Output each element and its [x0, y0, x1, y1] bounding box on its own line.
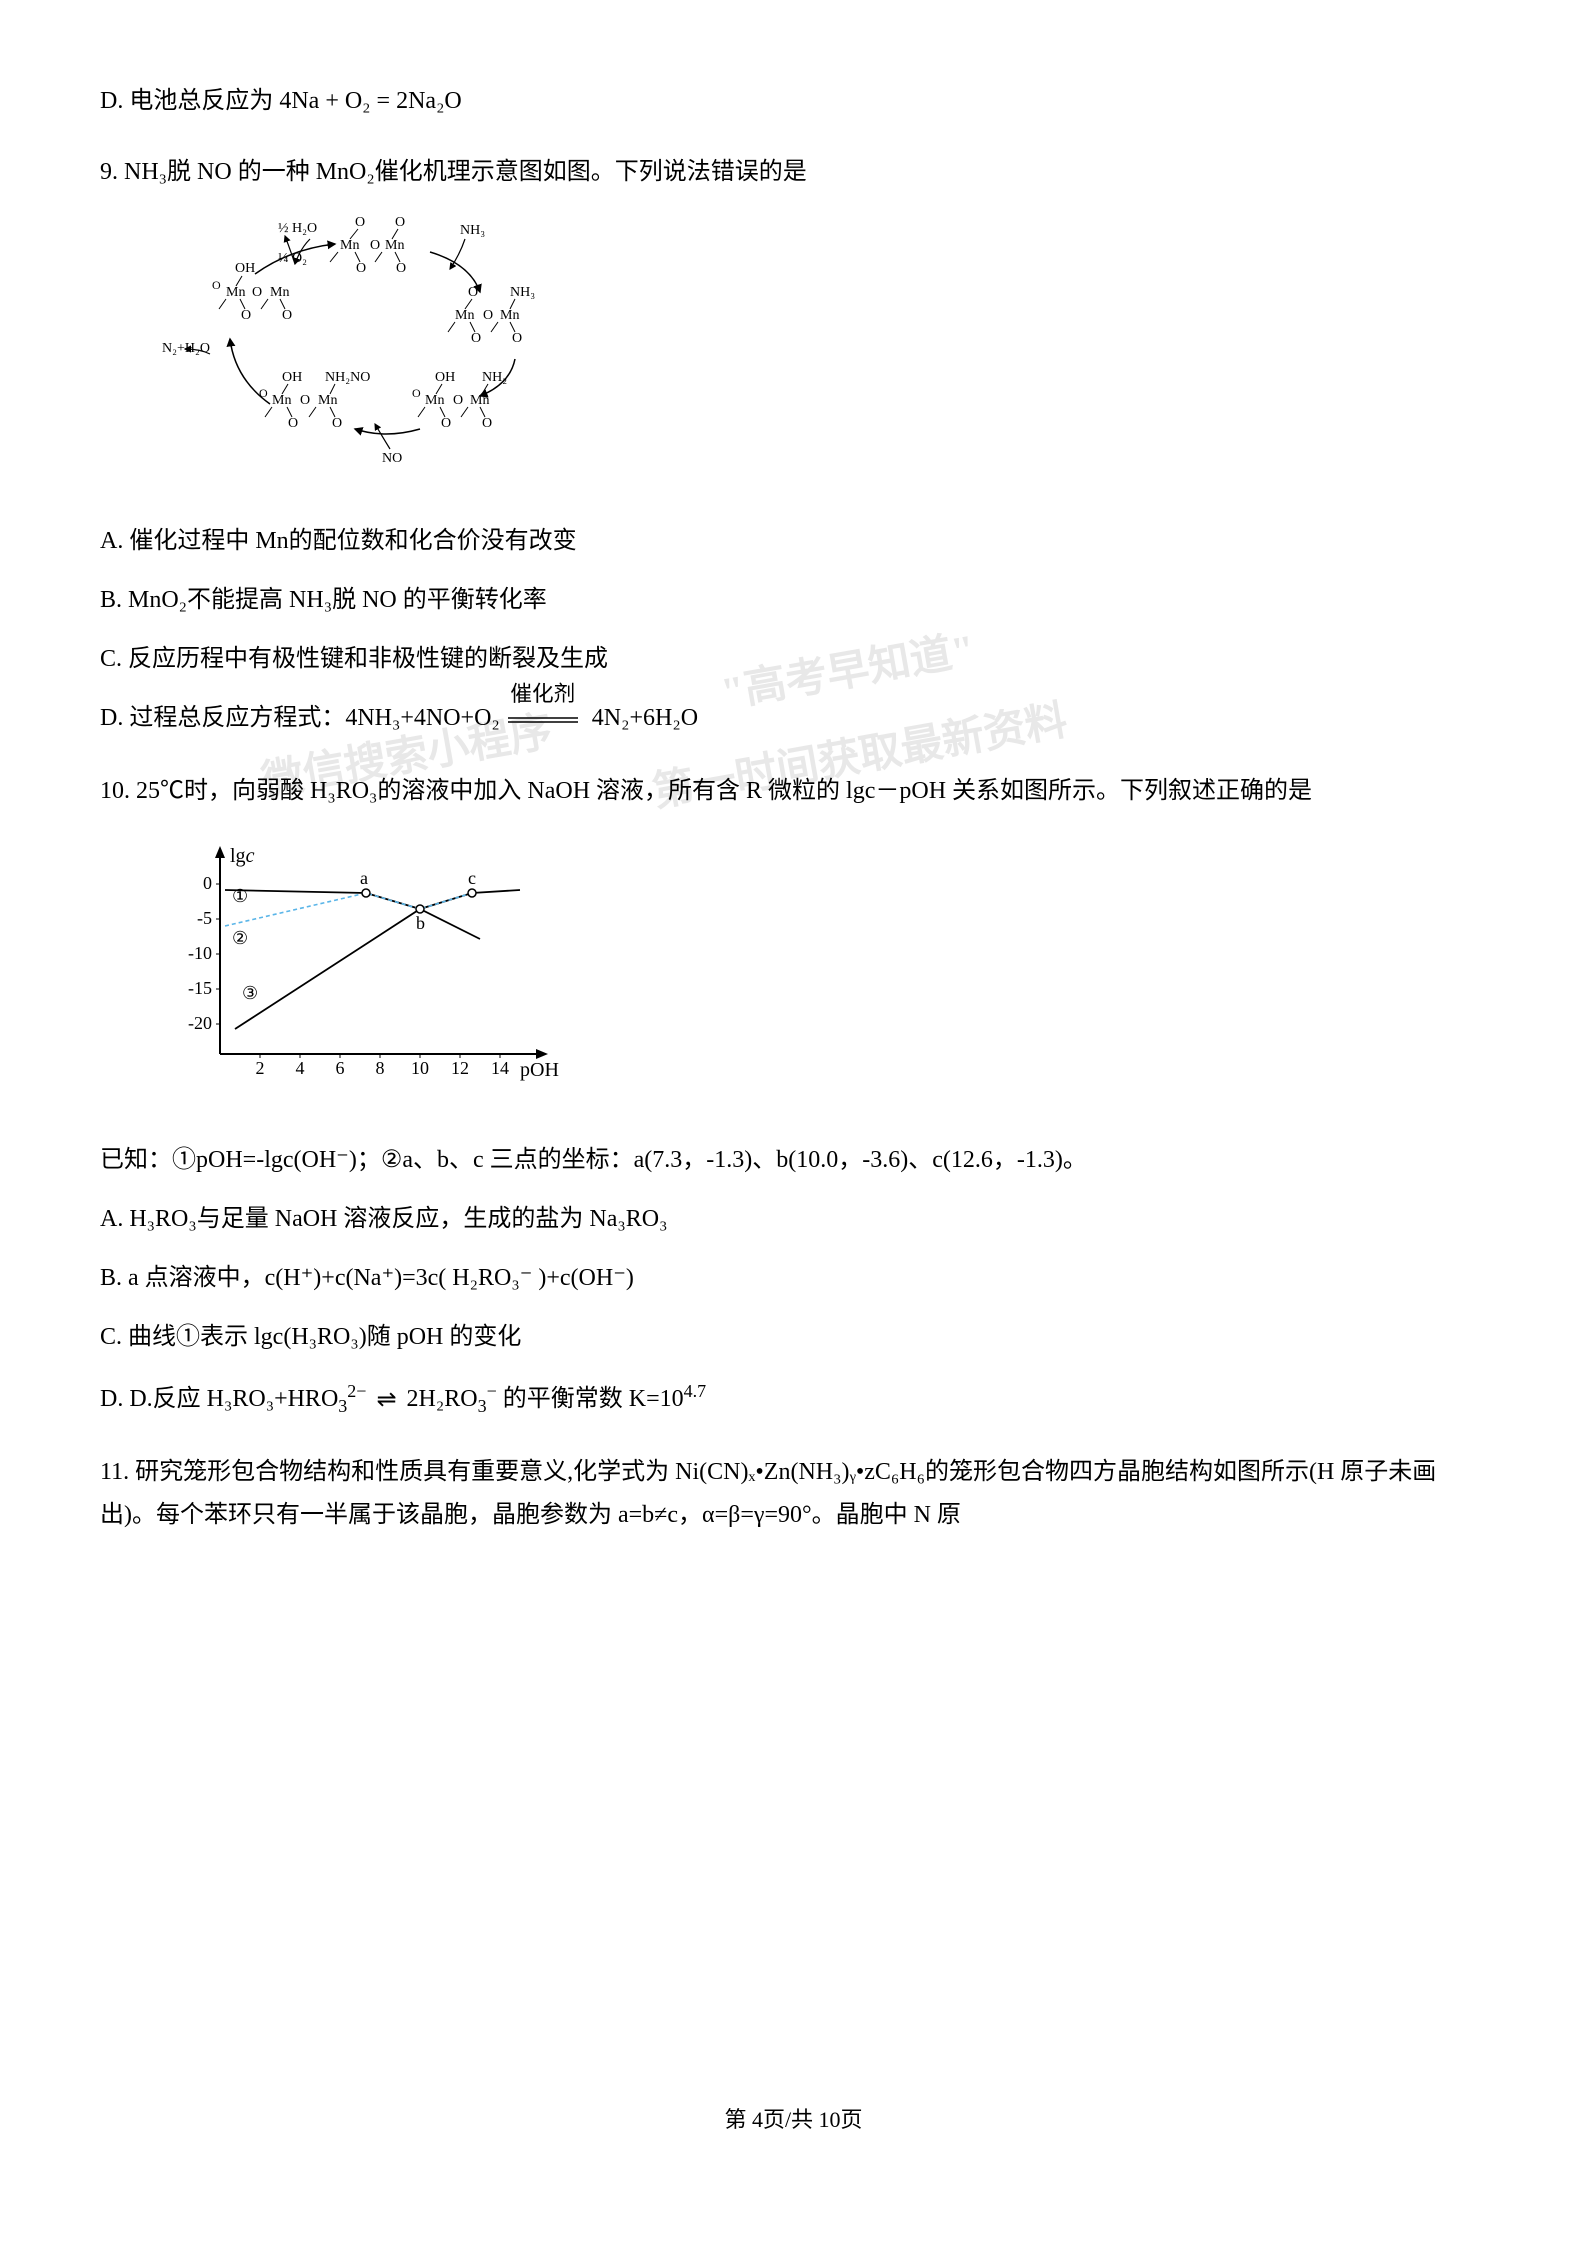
svg-text:NH₂: NH₂ [482, 370, 507, 385]
svg-text:Mn: Mn [425, 393, 444, 408]
svg-text:O: O [259, 386, 268, 400]
svg-text:O: O [282, 308, 292, 323]
svg-text:O: O [471, 331, 481, 346]
svg-text:0: 0 [203, 873, 212, 893]
page-footer: 第 4页/共 10页 [100, 2100, 1487, 2140]
q11-stem: 11. 研究笼形包合物结构和性质具有重要意义,化学式为 Ni(CN)ₓ•Zn(N… [100, 1451, 1487, 1537]
q10-option-a: A. H₃RO₃与足量 NaOH 溶液反应，生成的盐为 Na₃RO₃ [100, 1198, 1487, 1241]
svg-text:③: ③ [242, 983, 258, 1003]
svg-text:O: O [370, 238, 380, 253]
svg-text:pOH: pOH [520, 1059, 559, 1081]
svg-text:6: 6 [336, 1058, 345, 1078]
svg-text:Mn: Mn [500, 308, 519, 323]
svg-text:O: O [468, 285, 478, 300]
q9-stem: 9. NH₃脱 NO 的一种 MnO₂催化机理示意图如图。下列说法错误的是 [100, 151, 1487, 194]
svg-text:4: 4 [296, 1058, 305, 1078]
svg-text:NH₂NO: NH₂NO [325, 370, 370, 385]
svg-text:NO: NO [382, 451, 402, 466]
equilibrium-arrow-icon: ⇌ [376, 1379, 396, 1422]
q9-option-d: D. 过程总反应方程式：4NH₃+4NO+O₂催化剂 4N₂+6H₂O [100, 697, 1487, 740]
svg-text:2: 2 [256, 1058, 265, 1078]
q9-option-b: B. MnO₂不能提高 NH₃脱 NO 的平衡转化率 [100, 579, 1487, 622]
svg-text:N₂+H₂O: N₂+H₂O [162, 341, 210, 356]
q10-chart: 0 -5 -10 -15 -20 2 4 6 8 10 12 14 lgc [160, 834, 1487, 1109]
svg-text:-10: -10 [188, 943, 212, 963]
q9-option-a: A. 催化过程中 Mn的配位数和化合价没有改变 [100, 520, 1487, 563]
svg-text:NH₃: NH₃ [460, 223, 485, 238]
svg-text:-15: -15 [188, 978, 212, 998]
svg-text:Mn: Mn [340, 238, 359, 253]
svg-text:O: O [441, 416, 451, 431]
svg-text:¼ O₂: ¼ O₂ [278, 251, 307, 266]
svg-text:O: O [512, 331, 522, 346]
svg-text:½ H₂O: ½ H₂O [278, 221, 317, 236]
svg-text:O: O [483, 308, 493, 323]
q8-option-d: D. 电池总反应为 4Na + O₂ = 2Na₂O [100, 80, 1487, 123]
svg-text:Mn: Mn [318, 393, 337, 408]
svg-text:Mn: Mn [470, 393, 489, 408]
svg-text:②: ② [232, 928, 248, 948]
q9-diagram: O O MnMn O OO ONH₃ MnMn O O [160, 214, 1487, 489]
svg-text:O: O [356, 261, 366, 276]
svg-text:OH: OH [282, 370, 302, 385]
svg-text:O: O [300, 393, 310, 408]
svg-text:Mn: Mn [270, 285, 289, 300]
svg-text:-5: -5 [197, 908, 212, 928]
svg-text:14: 14 [491, 1058, 509, 1078]
svg-text:Mn: Mn [226, 285, 245, 300]
svg-text:O: O [355, 215, 365, 230]
svg-text:O: O [332, 416, 342, 431]
svg-text:NH₃: NH₃ [510, 285, 535, 300]
svg-text:b: b [416, 913, 425, 933]
svg-text:a: a [360, 868, 368, 888]
svg-text:O: O [395, 215, 405, 230]
svg-text:①: ① [232, 886, 248, 906]
svg-text:O: O [241, 308, 251, 323]
svg-text:OH: OH [435, 370, 455, 385]
q10-option-d: D. D.反应 H₃RO₃+HRO32− ⇌ 2H₂RO3− 的平衡常数 K=1… [100, 1375, 1487, 1422]
svg-text:lgc: lgc [230, 845, 255, 867]
svg-text:12: 12 [451, 1058, 469, 1078]
svg-text:O: O [453, 393, 463, 408]
svg-text:Mn: Mn [272, 393, 291, 408]
q10-option-b: B. a 点溶液中，c(H⁺)+c(Na⁺)=3c( H₂RO₃⁻ )+c(OH… [100, 1257, 1487, 1300]
svg-text:O: O [288, 416, 298, 431]
q10-given: 已知：①pOH=-lgc(OH⁻)；②a、b、c 三点的坐标：a(7.3，-1.… [100, 1139, 1487, 1182]
svg-text:OH: OH [235, 261, 255, 276]
svg-text:-20: -20 [188, 1013, 212, 1033]
q9-option-c: C. 反应历程中有极性键和非极性键的断裂及生成 [100, 638, 1487, 681]
q10-stem: 10. 25℃时，向弱酸 H₃RO₃的溶液中加入 NaOH 溶液，所有含 R 微… [100, 770, 1487, 813]
svg-text:c: c [468, 868, 476, 888]
svg-text:O: O [482, 416, 492, 431]
svg-text:8: 8 [376, 1058, 385, 1078]
svg-text:O: O [412, 386, 421, 400]
svg-text:Mn: Mn [385, 238, 404, 253]
svg-text:O: O [212, 278, 221, 292]
svg-text:O: O [396, 261, 406, 276]
svg-text:O: O [252, 285, 262, 300]
svg-text:10: 10 [411, 1058, 429, 1078]
q10-option-c: C. 曲线①表示 lgc(H₃RO₃)随 pOH 的变化 [100, 1316, 1487, 1359]
svg-text:Mn: Mn [455, 308, 474, 323]
